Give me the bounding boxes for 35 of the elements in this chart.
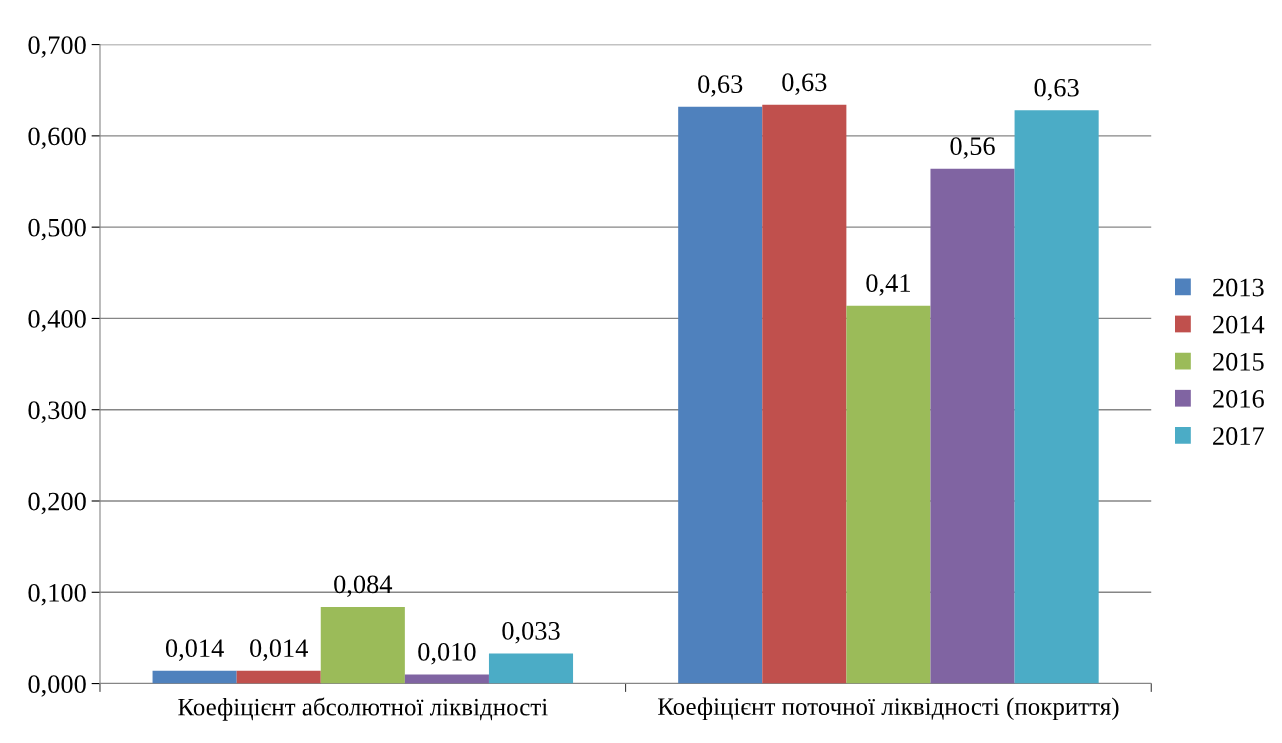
bar xyxy=(1014,110,1099,684)
data-label: 0,084 xyxy=(334,575,393,597)
y-tick-label: 0,700 xyxy=(28,36,86,58)
y-tick-label: 0,300 xyxy=(28,401,86,423)
data-label: 0,63 xyxy=(1034,78,1079,101)
legend-label: 2014 xyxy=(1213,315,1265,334)
bar xyxy=(152,670,237,684)
data-label: 0,63 xyxy=(782,73,827,95)
bar xyxy=(320,606,405,684)
bar xyxy=(404,674,489,684)
y-tick-label: 0,500 xyxy=(28,218,86,241)
legend-label: 2015 xyxy=(1213,352,1264,371)
legend-label: 2017 xyxy=(1213,427,1264,445)
legend-label: 2013 xyxy=(1213,278,1264,297)
data-label: 0,014 xyxy=(250,639,308,661)
bar xyxy=(846,305,931,684)
y-tick-label: 0,000 xyxy=(28,675,86,697)
data-label: 0,56 xyxy=(950,137,995,159)
bar xyxy=(678,106,763,684)
y-tick-label: 0,600 xyxy=(28,127,86,150)
x-tick-label: Коефіцієнт поточної ліквідності (покриття) xyxy=(657,697,1119,721)
data-label: 0,63 xyxy=(698,75,743,97)
y-tick-label: 0,400 xyxy=(28,310,86,332)
data-label: 0,41 xyxy=(866,274,910,296)
bar xyxy=(762,104,847,684)
data-label: 0,033 xyxy=(502,621,560,644)
y-tick-label: 0,100 xyxy=(28,583,86,606)
bar xyxy=(488,653,574,684)
data-label: 0,010 xyxy=(418,642,476,665)
bar xyxy=(930,168,1015,684)
y-tick-label: 0,200 xyxy=(28,492,86,515)
x-tick-label: Коефіцієнт абсолютної ліквідності xyxy=(178,697,548,721)
legend-label: 2016 xyxy=(1213,389,1264,408)
data-label: 0,014 xyxy=(165,639,224,661)
bar xyxy=(236,670,321,684)
